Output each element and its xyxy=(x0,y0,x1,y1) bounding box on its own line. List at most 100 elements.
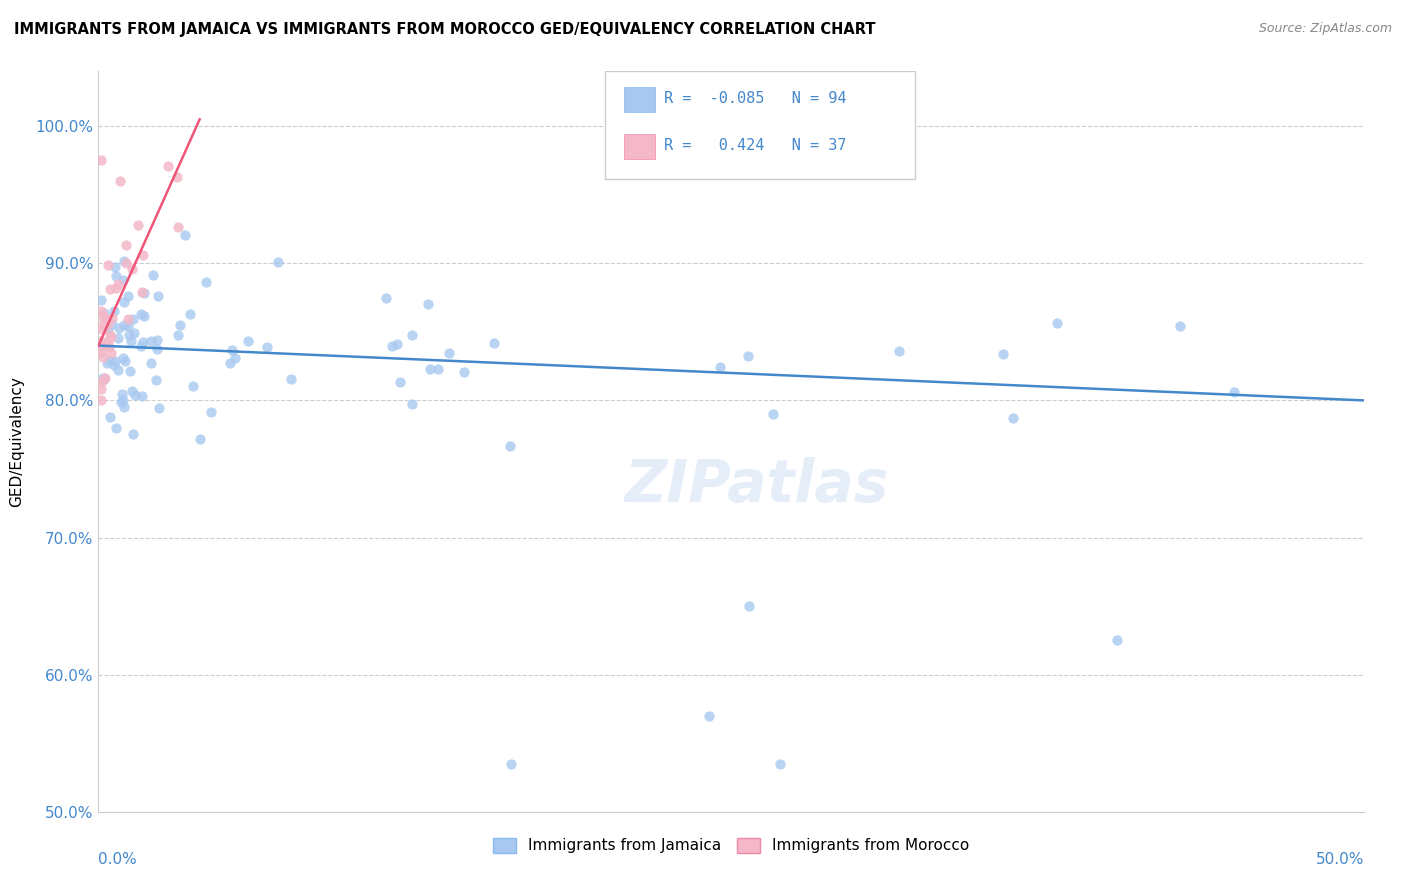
Bar xyxy=(623,134,655,159)
Point xyxy=(256,340,278,354)
Point xyxy=(236,334,259,348)
Point xyxy=(97,322,120,336)
Point xyxy=(118,327,141,342)
Point xyxy=(699,708,721,723)
Point xyxy=(108,174,131,188)
Point xyxy=(218,356,240,370)
Point xyxy=(104,260,127,274)
Point xyxy=(418,297,440,311)
Point xyxy=(91,309,114,323)
Point xyxy=(117,289,139,303)
Point xyxy=(139,334,162,348)
Point xyxy=(501,756,523,771)
Point xyxy=(157,159,180,173)
Point xyxy=(122,312,145,326)
Bar xyxy=(623,87,655,112)
Point xyxy=(146,342,169,356)
Point xyxy=(769,756,792,771)
Point xyxy=(127,219,149,233)
Point xyxy=(91,317,114,331)
Point xyxy=(173,228,195,243)
Point xyxy=(110,387,132,401)
Point xyxy=(194,276,217,290)
Point xyxy=(107,331,129,345)
Point xyxy=(145,373,167,387)
Point xyxy=(91,321,114,335)
Point xyxy=(131,339,153,353)
Point xyxy=(129,307,152,321)
Point xyxy=(115,238,138,252)
Point xyxy=(97,317,120,331)
Point xyxy=(1107,633,1129,648)
Point xyxy=(100,329,122,343)
Point xyxy=(91,375,114,389)
Point xyxy=(90,382,112,396)
Point xyxy=(97,258,120,272)
Point xyxy=(115,256,138,270)
Point xyxy=(90,303,112,318)
Point xyxy=(98,340,121,354)
Point xyxy=(90,334,112,349)
Point xyxy=(104,268,127,283)
Point xyxy=(121,261,143,276)
Point xyxy=(104,354,127,368)
Text: Source: ZipAtlas.com: Source: ZipAtlas.com xyxy=(1258,22,1392,36)
Point xyxy=(93,372,115,386)
Point xyxy=(103,358,125,372)
Point xyxy=(1222,384,1244,399)
Point xyxy=(267,254,290,268)
Text: 0.0%: 0.0% xyxy=(98,853,138,867)
Point xyxy=(104,281,127,295)
FancyBboxPatch shape xyxy=(605,71,914,178)
Point xyxy=(1170,318,1192,333)
Point xyxy=(181,379,204,393)
Point xyxy=(120,364,142,378)
Point xyxy=(134,310,156,324)
Point xyxy=(107,277,129,292)
Point xyxy=(100,317,122,331)
Point xyxy=(124,388,146,402)
Point xyxy=(280,372,302,386)
Point xyxy=(401,397,423,411)
Point xyxy=(112,295,135,310)
Point xyxy=(221,343,243,358)
Point xyxy=(112,392,135,407)
Point xyxy=(117,319,139,334)
Point xyxy=(94,371,117,385)
Point xyxy=(90,344,112,359)
Point xyxy=(224,351,246,365)
Point xyxy=(114,354,136,368)
Point xyxy=(453,365,475,379)
Point xyxy=(90,339,112,353)
Point xyxy=(887,344,910,359)
Point xyxy=(98,328,121,343)
Point xyxy=(98,409,121,424)
Point xyxy=(96,355,118,369)
Point xyxy=(1002,410,1025,425)
Point xyxy=(142,268,165,282)
Point xyxy=(132,335,155,350)
Point xyxy=(122,426,145,441)
Point xyxy=(117,312,139,326)
Y-axis label: GED/Equivalency: GED/Equivalency xyxy=(10,376,24,507)
Point xyxy=(105,421,128,435)
Text: ZIPatlas: ZIPatlas xyxy=(624,458,889,515)
Point xyxy=(146,333,169,347)
Point xyxy=(97,337,120,351)
Point xyxy=(139,356,162,370)
Legend: Immigrants from Jamaica, Immigrants from Morocco: Immigrants from Jamaica, Immigrants from… xyxy=(486,831,976,860)
Point xyxy=(132,285,155,300)
Point xyxy=(993,347,1015,361)
Point xyxy=(111,273,134,287)
Point xyxy=(101,310,124,325)
Point xyxy=(124,326,146,340)
Point xyxy=(90,393,112,408)
Point xyxy=(385,337,408,351)
Point xyxy=(131,285,153,300)
Point xyxy=(374,291,396,305)
Point xyxy=(169,318,191,332)
Point xyxy=(427,361,450,376)
Point xyxy=(167,327,190,342)
Point xyxy=(738,599,761,613)
Point xyxy=(94,335,117,350)
